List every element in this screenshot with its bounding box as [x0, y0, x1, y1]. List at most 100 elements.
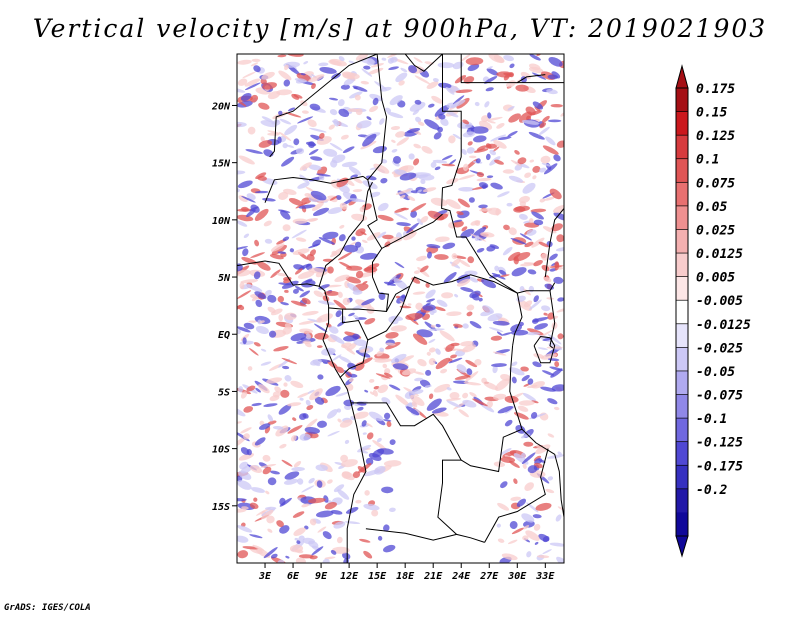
- field-cell: [366, 432, 374, 440]
- field-cell: [507, 130, 518, 137]
- field-cell: [293, 93, 303, 99]
- field-cell: [338, 234, 346, 242]
- field-cell: [469, 321, 482, 329]
- field-cell: [549, 188, 562, 200]
- field-cell: [264, 238, 273, 244]
- field-cell: [347, 108, 359, 112]
- field-cell: [461, 148, 467, 155]
- field-cell: [531, 72, 547, 80]
- field-cell: [385, 342, 396, 346]
- field-cell: [445, 87, 455, 95]
- field-cell: [452, 95, 465, 105]
- field-cell: [260, 136, 265, 142]
- field-cell: [343, 77, 355, 86]
- field-cell: [355, 241, 362, 248]
- field-cell: [438, 113, 446, 120]
- field-cell: [353, 339, 368, 347]
- field-cell: [267, 420, 277, 425]
- field-cell: [391, 148, 398, 153]
- field-cell: [494, 265, 500, 272]
- field-cell: [532, 175, 537, 180]
- field-cell: [342, 71, 356, 79]
- field-cell: [306, 404, 314, 411]
- field-cell: [539, 198, 546, 203]
- field-cell: [327, 266, 334, 274]
- field-cell: [452, 133, 462, 140]
- field-cell: [282, 326, 293, 335]
- field-cell: [337, 252, 353, 261]
- field-cell: [531, 237, 545, 248]
- field-cell: [373, 163, 390, 174]
- field-cell: [384, 107, 392, 113]
- field-cell: [261, 509, 274, 520]
- field-cell: [292, 511, 305, 518]
- field-cell: [547, 433, 555, 438]
- field-cell: [281, 156, 295, 167]
- field-cell: [507, 539, 518, 545]
- field-cell: [274, 386, 282, 393]
- field-cell: [472, 398, 488, 407]
- field-cell: [237, 550, 249, 559]
- field-cell: [338, 56, 345, 62]
- field-cell: [414, 377, 424, 382]
- field-cell: [497, 538, 505, 543]
- field-cell: [458, 409, 469, 418]
- field-cell: [317, 198, 334, 203]
- field-cell: [395, 394, 410, 407]
- field-cell: [486, 400, 493, 408]
- field-cell: [290, 333, 307, 342]
- field-cell: [255, 190, 269, 194]
- field-cell: [366, 116, 372, 121]
- field-cell: [389, 439, 396, 445]
- field-cell: [260, 348, 267, 352]
- field-cell: [406, 222, 419, 234]
- field-cell: [301, 485, 315, 493]
- field-cell: [284, 289, 289, 293]
- field-cell: [301, 297, 311, 305]
- field-cell: [538, 126, 550, 136]
- field-cell: [466, 368, 473, 376]
- colorbar-swatch: [676, 158, 688, 183]
- colorbar-swatch: [676, 229, 688, 254]
- field-cell: [416, 329, 433, 338]
- field-cell: [253, 271, 261, 280]
- field-cell: [312, 207, 330, 217]
- field-cell: [267, 294, 277, 303]
- field-cell: [242, 248, 249, 257]
- x-tick-label: 24E: [451, 571, 471, 582]
- field-cell: [415, 116, 422, 123]
- field-cell: [280, 210, 291, 220]
- field-cell: [237, 220, 248, 227]
- field-cell: [297, 182, 310, 189]
- field-cell: [348, 312, 355, 317]
- field-cell: [386, 421, 392, 428]
- field-cell: [395, 189, 412, 195]
- field-cell: [238, 386, 244, 393]
- field-cell: [308, 477, 315, 484]
- field-cell: [455, 89, 473, 94]
- field-cell: [529, 299, 542, 310]
- field-cell: [393, 212, 408, 220]
- colorbar-label: -0.125: [696, 436, 743, 451]
- field-cell: [267, 414, 274, 422]
- field-cell: [556, 234, 564, 243]
- colorbar-label: 0.0125: [696, 247, 743, 262]
- field-cell: [456, 211, 464, 216]
- field-cell: [506, 202, 513, 207]
- field-cell: [511, 376, 517, 384]
- field-cell: [399, 172, 417, 181]
- field-cell: [353, 315, 359, 319]
- colorbar-label: 0.05: [696, 200, 727, 215]
- x-tick-label: 3E: [258, 571, 272, 582]
- y-tick-label: 5S: [218, 387, 230, 398]
- field-cell: [258, 102, 270, 110]
- field-cell: [521, 119, 540, 125]
- field-cell: [520, 262, 536, 267]
- field-cell: [464, 371, 479, 383]
- field-cell: [511, 267, 527, 277]
- field-cell: [428, 347, 436, 353]
- field-cell: [355, 54, 369, 61]
- colorbar: 0.175 0.15 0.125 0.1 0.075 0.05 0.025 0.0125 0.0…: [675, 64, 751, 558]
- field-cell: [425, 302, 431, 306]
- field-cell: [369, 93, 384, 102]
